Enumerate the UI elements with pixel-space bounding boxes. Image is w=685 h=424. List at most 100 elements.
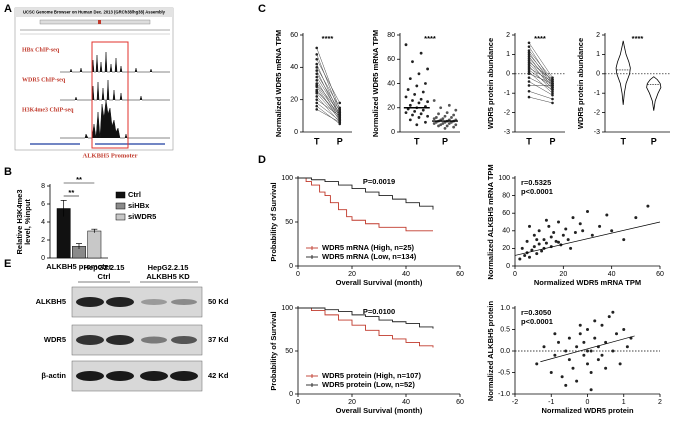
- point: [532, 233, 536, 237]
- point: [557, 240, 560, 244]
- point: [604, 366, 608, 370]
- point: [421, 108, 425, 112]
- point: [450, 116, 453, 119]
- point: [551, 89, 554, 93]
- pair-line: [316, 99, 340, 117]
- y-tick-label: 60: [502, 210, 510, 217]
- pair-line: [316, 102, 340, 121]
- fit-line: [540, 335, 635, 363]
- y-axis-label: WDR5 protein abundance: [486, 38, 495, 129]
- y-tick-label: 8: [41, 183, 45, 190]
- point: [527, 95, 531, 99]
- point: [413, 93, 417, 96]
- point: [454, 108, 458, 112]
- point: [634, 216, 638, 220]
- pair-line: [528, 42, 553, 78]
- point: [598, 224, 602, 228]
- point: [573, 231, 577, 235]
- x-tick-label: P: [442, 136, 448, 146]
- genome-browser: UCSC Genome Browser on Human Dec. 2013 (…: [14, 7, 174, 159]
- point: [551, 101, 554, 105]
- point: [452, 113, 456, 117]
- x-tick-label: 2: [658, 399, 662, 406]
- y-axis-label: Normalized ALKBH5 mRNA TPM: [486, 164, 495, 279]
- point: [537, 229, 541, 233]
- pair-line: [316, 59, 340, 104]
- point: [523, 253, 527, 257]
- survival-curve: [298, 307, 434, 329]
- x-tick-label: 40: [402, 271, 410, 278]
- point: [646, 204, 650, 208]
- point: [408, 103, 412, 107]
- point: [419, 97, 423, 101]
- track-label: HBx ChIP-seq: [22, 47, 60, 53]
- y-tick-label: 0.5: [500, 326, 510, 333]
- point: [527, 60, 531, 64]
- y-tick-label: 2: [596, 32, 600, 39]
- point: [552, 231, 556, 235]
- point: [439, 106, 443, 110]
- point: [607, 315, 611, 319]
- point: [518, 257, 522, 261]
- y-axis-label: Relative H3K4me3: [15, 189, 24, 254]
- band: [141, 336, 167, 344]
- point: [338, 106, 342, 110]
- point: [527, 68, 531, 72]
- point: [535, 238, 539, 242]
- y-tick-label: 40: [387, 80, 395, 87]
- group-label: HepG2.2.15: [84, 263, 125, 272]
- x-tick-label: 20: [348, 399, 356, 406]
- band: [106, 371, 134, 381]
- panel-label: C: [258, 3, 266, 15]
- point: [551, 93, 554, 97]
- western-blot: HepG2.2.15 Ctrl HepG2.2.15 ALKBH5 KD ALK…: [36, 263, 229, 392]
- band: [140, 371, 168, 381]
- point: [426, 67, 429, 71]
- x-tick-label: 0: [296, 399, 300, 406]
- y-tick-label: -2: [594, 109, 600, 116]
- legend-label: WDR5 protein (High, n=107): [322, 371, 421, 380]
- bar: [87, 230, 102, 259]
- x-tick-label: 0: [296, 271, 300, 278]
- annotation: r=0.3050: [521, 308, 551, 317]
- significance: P=0.0100: [363, 307, 395, 316]
- point: [527, 89, 531, 93]
- point: [527, 62, 531, 66]
- y-tick-label: 80: [387, 32, 395, 39]
- point: [434, 116, 438, 119]
- pair-line: [316, 83, 340, 113]
- survival-curve: [298, 177, 433, 232]
- point: [589, 388, 593, 392]
- significance: **: [68, 188, 74, 197]
- point: [527, 80, 531, 83]
- point: [589, 371, 593, 374]
- point: [432, 99, 436, 102]
- point: [527, 70, 531, 74]
- x-tick-label: P: [549, 136, 555, 146]
- panel-label: A: [4, 3, 12, 15]
- point: [315, 46, 319, 50]
- promoter-highlight: [91, 41, 129, 149]
- point: [569, 246, 573, 250]
- point: [564, 383, 568, 387]
- point: [549, 235, 553, 239]
- point: [415, 123, 419, 127]
- significance: ****: [424, 34, 436, 43]
- point: [551, 82, 554, 85]
- violin: [646, 76, 662, 111]
- x-tick-label: 20: [348, 271, 356, 278]
- protein-label: ALKBH5: [36, 297, 66, 306]
- y-tick-label: 0.0: [500, 348, 510, 355]
- point: [421, 90, 425, 94]
- y-tick-label: 1: [506, 51, 510, 58]
- pair-line: [528, 54, 553, 82]
- point: [551, 88, 554, 91]
- y-tick-label: -3: [594, 129, 600, 136]
- y-tick-label: 0: [506, 263, 510, 270]
- point: [547, 224, 551, 228]
- legend-label: Ctrl: [128, 190, 141, 199]
- legend-label: siWDR5: [128, 212, 156, 221]
- x-tick-label: 40: [402, 399, 410, 406]
- point: [530, 248, 534, 252]
- point: [615, 332, 618, 336]
